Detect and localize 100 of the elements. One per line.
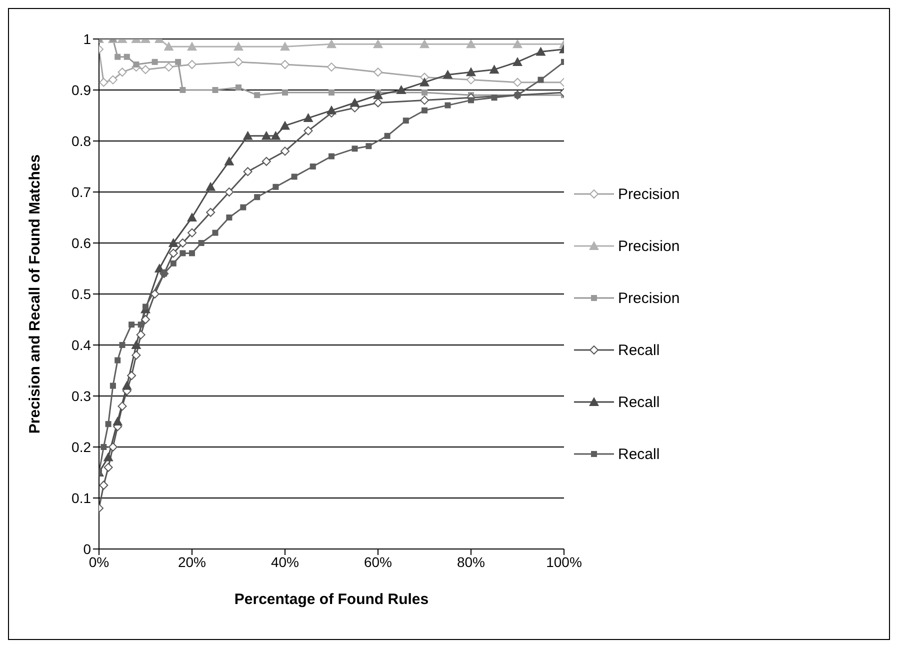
point: [119, 342, 126, 348]
point: [118, 402, 127, 411]
point: [366, 143, 372, 150]
point: [243, 167, 252, 176]
point: [132, 350, 141, 360]
point: [538, 76, 544, 83]
point: [124, 54, 130, 60]
point: [236, 84, 242, 90]
point: [198, 240, 204, 246]
point: [280, 42, 290, 51]
y-tick-label: 1: [83, 30, 92, 47]
point: [272, 184, 279, 190]
x-axis-title: Percentage of Found Rules: [234, 591, 429, 608]
point: [282, 90, 288, 96]
point: [327, 62, 336, 72]
point: [99, 480, 108, 490]
point: [99, 78, 108, 87]
point: [373, 39, 383, 48]
point: [420, 39, 430, 48]
point: [491, 94, 498, 101]
point: [373, 90, 383, 100]
x-tick-label: 0%: [88, 554, 110, 570]
point: [105, 421, 112, 428]
y-tick-label: 0.4: [72, 336, 92, 353]
point: [118, 68, 127, 77]
point: [127, 371, 136, 380]
y-tick-label: 0: [83, 540, 92, 557]
x-tick-label: 20%: [178, 554, 206, 570]
y-tick-label: 0.7: [72, 184, 92, 200]
point: [178, 238, 188, 248]
x-tick-label: 60%: [364, 554, 392, 570]
y-tick-label: 0.1: [72, 490, 92, 506]
legend-label: Recall: [618, 446, 660, 462]
point: [326, 39, 336, 48]
point: [226, 214, 232, 220]
point: [188, 60, 196, 69]
point: [468, 97, 474, 104]
point: [536, 46, 546, 56]
point: [168, 238, 178, 247]
point: [512, 39, 522, 48]
point: [152, 58, 158, 65]
point: [180, 87, 186, 93]
point: [150, 290, 160, 298]
x-tick-label: 80%: [456, 554, 486, 570]
point: [352, 146, 358, 152]
point: [234, 42, 244, 51]
point: [138, 322, 144, 328]
legend-label: Recall: [618, 394, 660, 410]
point: [328, 90, 334, 96]
point: [261, 130, 272, 140]
point: [262, 156, 271, 166]
point: [103, 452, 114, 462]
point: [164, 62, 174, 72]
point: [466, 39, 476, 48]
point: [420, 77, 430, 86]
point: [168, 248, 178, 258]
point: [444, 102, 451, 108]
point: [466, 67, 476, 76]
point: [402, 118, 409, 124]
point: [164, 42, 174, 51]
point: [422, 107, 428, 114]
point: [310, 164, 316, 170]
point: [212, 230, 218, 236]
point: [422, 90, 428, 96]
point: [206, 208, 216, 217]
point: [175, 58, 182, 65]
point: [304, 126, 313, 136]
point: [254, 194, 260, 200]
point: [180, 250, 186, 256]
point: [136, 330, 146, 340]
legend-label: Precision: [618, 238, 680, 254]
point: [141, 315, 150, 324]
point: [420, 96, 429, 105]
x-tick-label: 40%: [270, 554, 300, 570]
point: [114, 357, 121, 364]
point: [206, 182, 216, 191]
point: [270, 130, 281, 140]
point: [187, 42, 197, 51]
point: [212, 87, 218, 93]
point: [112, 416, 123, 426]
point: [114, 54, 121, 60]
point: [291, 174, 298, 180]
point: [108, 75, 118, 84]
point: [280, 146, 290, 156]
legend-label: Recall: [618, 342, 660, 358]
point: [131, 340, 142, 349]
legend-label: Precision: [618, 186, 680, 202]
point: [224, 188, 234, 196]
point: [489, 64, 500, 74]
y-tick-label: 0.5: [72, 286, 92, 302]
point: [100, 444, 107, 450]
point: [234, 57, 243, 66]
point: [128, 322, 135, 328]
point: [133, 62, 140, 68]
point: [280, 60, 290, 69]
point: [442, 70, 453, 79]
point: [242, 130, 253, 140]
point: [170, 260, 176, 266]
point: [280, 120, 290, 130]
point: [110, 382, 116, 389]
